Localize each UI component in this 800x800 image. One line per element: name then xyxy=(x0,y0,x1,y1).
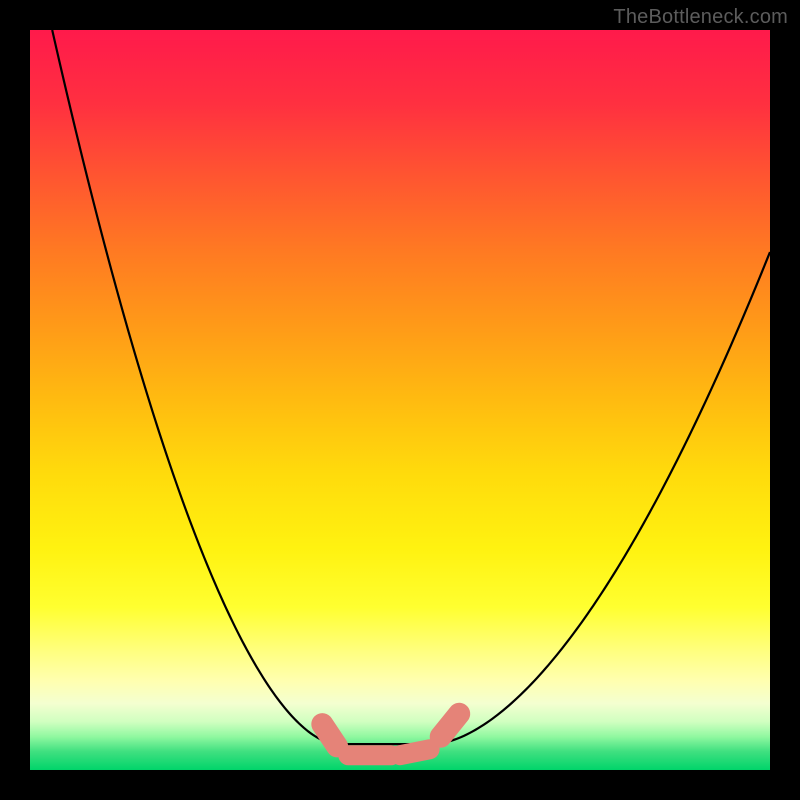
curve-marker-0 xyxy=(322,724,337,746)
plot-background xyxy=(30,30,770,770)
watermark-label: TheBottleneck.com xyxy=(613,6,788,29)
bottleneck-chart xyxy=(0,0,800,800)
chart-container: TheBottleneck.com xyxy=(0,0,800,800)
curve-marker-3 xyxy=(441,714,460,737)
curve-marker-2 xyxy=(400,749,430,755)
